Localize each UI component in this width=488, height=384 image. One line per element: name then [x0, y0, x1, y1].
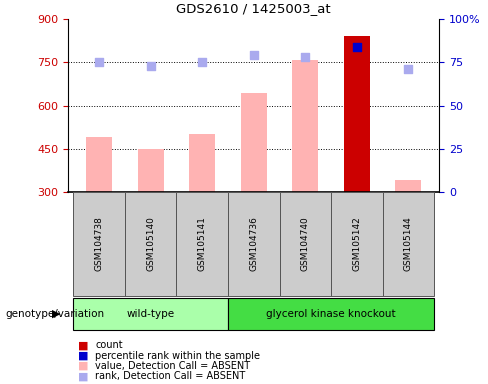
Text: ■: ■: [78, 371, 89, 381]
Text: count: count: [95, 340, 123, 350]
Bar: [189, 134, 215, 192]
Text: GSM105141: GSM105141: [198, 217, 207, 271]
Point: [250, 53, 258, 59]
Bar: [344, 36, 370, 192]
Text: GSM104740: GSM104740: [301, 217, 310, 271]
Bar: [86, 137, 112, 192]
Text: percentile rank within the sample: percentile rank within the sample: [95, 351, 260, 361]
Text: ▶: ▶: [52, 309, 61, 319]
Text: value, Detection Call = ABSENT: value, Detection Call = ABSENT: [95, 361, 250, 371]
Point: [405, 66, 412, 73]
Point: [302, 54, 309, 60]
Point: [198, 60, 206, 66]
Text: ■: ■: [78, 361, 89, 371]
Text: ■: ■: [78, 340, 89, 350]
Text: GSM105144: GSM105144: [404, 217, 413, 271]
Text: GSM105140: GSM105140: [146, 217, 155, 271]
Point: [95, 60, 103, 66]
Text: ■: ■: [78, 351, 89, 361]
Bar: [395, 180, 421, 192]
Text: GSM105142: GSM105142: [352, 217, 361, 271]
Title: GDS2610 / 1425003_at: GDS2610 / 1425003_at: [177, 2, 331, 15]
Text: genotype/variation: genotype/variation: [5, 309, 104, 319]
Point: [353, 44, 361, 50]
Text: GSM104736: GSM104736: [249, 217, 258, 271]
Bar: [138, 149, 163, 192]
Text: rank, Detection Call = ABSENT: rank, Detection Call = ABSENT: [95, 371, 245, 381]
Bar: [241, 93, 266, 192]
Bar: [292, 60, 318, 192]
Text: glycerol kinase knockout: glycerol kinase knockout: [266, 309, 396, 319]
Text: GSM104738: GSM104738: [95, 217, 104, 271]
Text: wild-type: wild-type: [127, 309, 175, 319]
Point: [147, 63, 155, 69]
